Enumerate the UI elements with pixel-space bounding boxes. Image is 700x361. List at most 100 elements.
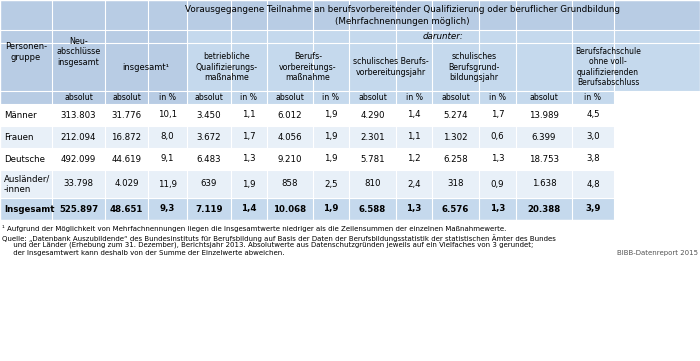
Text: 31.776: 31.776 <box>111 110 141 119</box>
Bar <box>148 170 187 198</box>
Bar <box>0 198 52 220</box>
Text: 9,1: 9,1 <box>161 155 174 164</box>
Text: Personen-
gruppe: Personen- gruppe <box>5 42 47 62</box>
Bar <box>572 148 614 170</box>
Bar <box>313 126 349 148</box>
Text: 3,0: 3,0 <box>586 132 600 142</box>
Text: und der Länder (Erhebung zum 31. Dezember), Berichtsjahr 2013. Absolutwerte aus : und der Länder (Erhebung zum 31. Dezembe… <box>2 242 533 248</box>
Bar <box>432 104 479 126</box>
Text: in %: in % <box>241 93 258 102</box>
Text: 18.753: 18.753 <box>529 155 559 164</box>
Bar <box>187 198 231 220</box>
Text: 2.301: 2.301 <box>360 132 385 142</box>
Bar <box>313 91 349 104</box>
Bar <box>0 0 105 104</box>
Text: 1,9: 1,9 <box>242 179 256 188</box>
Text: 4,8: 4,8 <box>586 179 600 188</box>
Bar <box>572 104 614 126</box>
Text: 5.781: 5.781 <box>360 155 385 164</box>
Text: Frauen: Frauen <box>4 132 34 142</box>
Bar <box>231 170 267 198</box>
Text: 2,4: 2,4 <box>407 179 421 188</box>
Bar <box>349 104 396 126</box>
Bar <box>187 126 231 148</box>
Text: 44.619: 44.619 <box>111 155 141 164</box>
Text: absolut: absolut <box>441 93 470 102</box>
Bar <box>313 148 349 170</box>
Text: absolut: absolut <box>358 93 387 102</box>
Text: 1,9: 1,9 <box>324 132 337 142</box>
Bar <box>52 198 105 220</box>
Text: 1,1: 1,1 <box>407 132 421 142</box>
Text: in %: in % <box>489 93 506 102</box>
Bar <box>432 148 479 170</box>
Text: 3,9: 3,9 <box>585 204 601 213</box>
Text: 7.119: 7.119 <box>195 204 223 213</box>
Bar <box>313 170 349 198</box>
Bar <box>479 126 516 148</box>
Bar <box>267 43 349 91</box>
Text: 858: 858 <box>281 179 298 188</box>
Text: 48.651: 48.651 <box>110 204 144 213</box>
Text: 1.638: 1.638 <box>532 179 556 188</box>
Bar <box>187 170 231 198</box>
Text: 1,3: 1,3 <box>490 204 505 213</box>
Bar <box>187 104 231 126</box>
Bar <box>396 198 432 220</box>
Bar <box>187 43 267 91</box>
Text: 20.388: 20.388 <box>527 204 561 213</box>
Bar <box>105 126 148 148</box>
Bar <box>396 170 432 198</box>
Bar <box>0 0 700 220</box>
Text: 318: 318 <box>447 179 463 188</box>
Bar <box>52 170 105 198</box>
Text: 1,3: 1,3 <box>491 155 504 164</box>
Bar <box>516 148 572 170</box>
Text: 8,0: 8,0 <box>161 132 174 142</box>
Bar <box>148 148 187 170</box>
Text: in %: in % <box>159 93 176 102</box>
Text: 492.099: 492.099 <box>61 155 96 164</box>
Text: 9.210: 9.210 <box>278 155 302 164</box>
Bar <box>231 104 267 126</box>
Bar <box>231 91 267 104</box>
Text: 1,3: 1,3 <box>406 204 421 213</box>
Bar <box>0 0 700 30</box>
Bar <box>267 148 313 170</box>
Bar <box>0 104 52 126</box>
Text: absolut: absolut <box>530 93 559 102</box>
Text: 11,9: 11,9 <box>158 179 177 188</box>
Text: 10.068: 10.068 <box>274 204 307 213</box>
Text: 33.798: 33.798 <box>64 179 94 188</box>
Text: 1,7: 1,7 <box>242 132 256 142</box>
Text: 4.029: 4.029 <box>114 179 139 188</box>
Bar <box>52 126 105 148</box>
Bar <box>231 126 267 148</box>
Text: insgesamt¹: insgesamt¹ <box>122 62 169 71</box>
Text: 1,9: 1,9 <box>324 110 337 119</box>
Text: Vorausgegangene Teilnahme an berufsvorbereitender Qualifizierung oder berufliche: Vorausgegangene Teilnahme an berufsvorbe… <box>185 5 620 14</box>
Bar <box>396 148 432 170</box>
Text: 16.872: 16.872 <box>111 132 141 142</box>
Text: 1,4: 1,4 <box>407 110 421 119</box>
Text: 5.274: 5.274 <box>443 110 468 119</box>
Bar <box>105 30 187 43</box>
Text: (Mehrfachnennungen möglich): (Mehrfachnennungen möglich) <box>335 17 470 26</box>
Bar <box>267 104 313 126</box>
Text: 1.302: 1.302 <box>443 132 468 142</box>
Bar <box>572 198 614 220</box>
Bar <box>313 198 349 220</box>
Text: absolut: absolut <box>195 93 223 102</box>
Text: 13.989: 13.989 <box>529 110 559 119</box>
Text: Ausländer/
-innen: Ausländer/ -innen <box>4 174 50 194</box>
Bar <box>0 91 52 104</box>
Text: 3.672: 3.672 <box>197 132 221 142</box>
Text: 810: 810 <box>364 179 381 188</box>
Bar <box>52 91 105 104</box>
Text: 6.576: 6.576 <box>442 204 469 213</box>
Text: 6.258: 6.258 <box>443 155 468 164</box>
Bar <box>187 30 700 43</box>
Bar <box>572 170 614 198</box>
Bar <box>105 91 148 104</box>
Text: der Insgesamtwert kann deshalb von der Summe der Einzelwerte abweichen.: der Insgesamtwert kann deshalb von der S… <box>2 250 284 256</box>
